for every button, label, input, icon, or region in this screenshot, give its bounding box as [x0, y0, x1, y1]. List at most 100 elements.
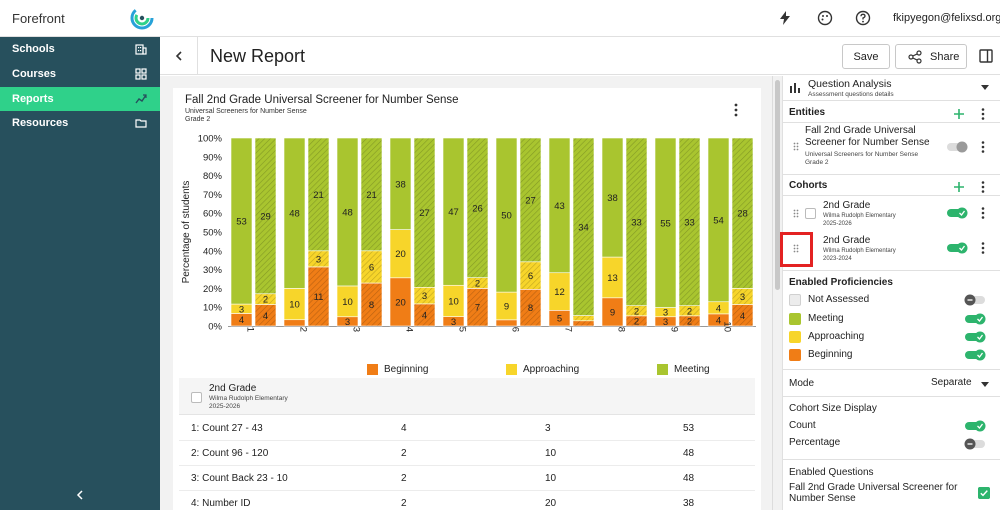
select-all-checkbox[interactable] — [191, 392, 202, 403]
data-label: 11 — [314, 292, 324, 303]
x-tick-label: 2 — [297, 327, 308, 332]
drag-handle-icon[interactable] — [793, 244, 799, 253]
data-label: 33 — [684, 217, 695, 228]
report-type-select[interactable]: Question Analysis — [808, 78, 892, 90]
card-menu-icon[interactable] — [733, 103, 739, 117]
percentage-toggle[interactable] — [964, 438, 986, 450]
bar-segment — [442, 137, 465, 286]
building-icon — [135, 44, 147, 55]
toggle-panel-icon[interactable] — [979, 49, 993, 63]
y-tick-label: 60% — [203, 209, 223, 220]
mode-select[interactable]: Separate — [931, 377, 972, 388]
data-label: 33 — [631, 217, 642, 228]
trend-icon — [135, 94, 147, 104]
top-bar: Forefront fkipyegon@felixsd.org — [0, 0, 1000, 37]
data-label: 2 — [475, 279, 480, 290]
data-label: 4 — [716, 315, 721, 326]
drag-handle-icon[interactable] — [793, 209, 799, 218]
collapse-sidebar-icon[interactable] — [74, 489, 86, 501]
sidebar-item-label: Courses — [12, 68, 57, 80]
bar-segment — [625, 137, 648, 306]
add-cohort-icon[interactable] — [953, 181, 965, 193]
meeting-toggle[interactable] — [964, 313, 986, 325]
legend-swatch — [367, 364, 378, 375]
data-label: 2 — [263, 295, 268, 306]
approaching-count: 10 — [545, 473, 557, 484]
table-row[interactable]: 3: Count Back 23 - 10 2 10 48 — [179, 466, 755, 491]
data-label: 10 — [342, 297, 353, 308]
x-tick-label: 8 — [615, 327, 626, 332]
meeting-swatch — [789, 313, 801, 325]
entity-menu-icon[interactable] — [981, 141, 985, 153]
scrollbar-thumb[interactable] — [775, 80, 780, 290]
cohort-name: 2nd Grade — [823, 200, 871, 211]
data-label: 48 — [289, 209, 300, 220]
data-label: 20 — [395, 249, 406, 260]
sidebar-item-label: Reports — [12, 93, 54, 105]
cohort-school: Wilma Rudolph Elementary — [823, 213, 896, 219]
data-label: 4 — [263, 311, 268, 322]
table-row[interactable]: 4: Number ID 2 20 38 — [179, 491, 755, 510]
drag-handle-icon[interactable] — [793, 142, 799, 151]
entity-subtitle: Universal Screeners for Number Sense — [805, 151, 919, 158]
data-label: 12 — [554, 287, 565, 298]
share-button[interactable]: Share — [895, 44, 967, 69]
data-label: 54 — [713, 215, 724, 226]
data-label: 13 — [607, 273, 618, 284]
chevron-down-icon[interactable] — [981, 85, 989, 91]
bar-segment — [572, 320, 595, 327]
data-label: 2 — [687, 306, 692, 317]
proficiencies-title: Enabled Proficiencies — [789, 277, 893, 288]
data-label: 3 — [316, 254, 321, 265]
section-divider — [782, 100, 1000, 101]
count-toggle[interactable] — [964, 420, 986, 432]
meeting-count: 48 — [683, 473, 695, 484]
user-email[interactable]: fkipyegon@felixsd.org — [893, 12, 1000, 24]
table-row[interactable]: 1: Count 27 - 43 4 3 53 — [179, 416, 755, 441]
sidebar-item-resources[interactable]: Resources — [0, 111, 160, 135]
bar-segment — [336, 137, 359, 287]
not-assessed-toggle[interactable] — [964, 294, 986, 306]
x-tick-label: 5 — [456, 327, 467, 332]
help-icon[interactable] — [855, 10, 871, 26]
cohort-menu-icon[interactable] — [981, 207, 985, 219]
cohort-toggle[interactable] — [946, 207, 968, 219]
chevron-down-icon[interactable] — [981, 382, 989, 388]
sidebar-item-reports[interactable]: Reports — [0, 87, 160, 111]
data-label: 8 — [369, 300, 374, 311]
table-row[interactable]: 2: Count 96 - 120 2 10 48 — [179, 441, 755, 466]
beginning-toggle[interactable] — [964, 349, 986, 361]
bar-segment — [360, 137, 383, 252]
grid-icon — [135, 68, 147, 80]
cohorts-menu-icon[interactable] — [981, 181, 985, 193]
app-brand[interactable]: Forefront — [12, 11, 65, 26]
save-button[interactable]: Save — [842, 44, 890, 69]
sidebar-item-label: Schools — [12, 43, 55, 55]
palette-icon[interactable] — [817, 10, 833, 26]
cohort-checkbox[interactable] — [805, 208, 816, 219]
add-entity-icon[interactable] — [953, 108, 965, 120]
header-divider — [197, 37, 198, 75]
question-item-label: Fall 2nd Grade Universal Screener for Nu… — [789, 482, 958, 504]
sidebar-item-courses[interactable]: Courses — [0, 62, 160, 86]
lightning-icon[interactable] — [777, 10, 793, 26]
cohort-year: 2023-2024 — [823, 256, 852, 262]
section-divider — [782, 396, 1000, 397]
cohort-toggle[interactable] — [946, 242, 968, 254]
beginning-count: 2 — [401, 498, 407, 509]
percentage-label: Percentage — [789, 437, 841, 448]
scrollbar[interactable] — [773, 76, 782, 510]
x-tick-label: 1 — [244, 327, 255, 332]
entities-title: Entities — [789, 107, 826, 118]
entity-toggle[interactable] — [946, 141, 968, 153]
cohort-menu-icon[interactable] — [981, 242, 985, 254]
approaching-toggle[interactable] — [964, 331, 986, 343]
entities-menu-icon[interactable] — [981, 108, 985, 120]
question-checkbox[interactable] — [978, 487, 990, 499]
bar-segment — [707, 137, 730, 303]
forefront-logo[interactable] — [130, 6, 154, 30]
data-label: 21 — [313, 190, 324, 201]
back-arrow-icon[interactable] — [172, 49, 186, 63]
sidebar-item-schools[interactable]: Schools — [0, 37, 160, 61]
cohorts-title: Cohorts — [789, 180, 828, 191]
